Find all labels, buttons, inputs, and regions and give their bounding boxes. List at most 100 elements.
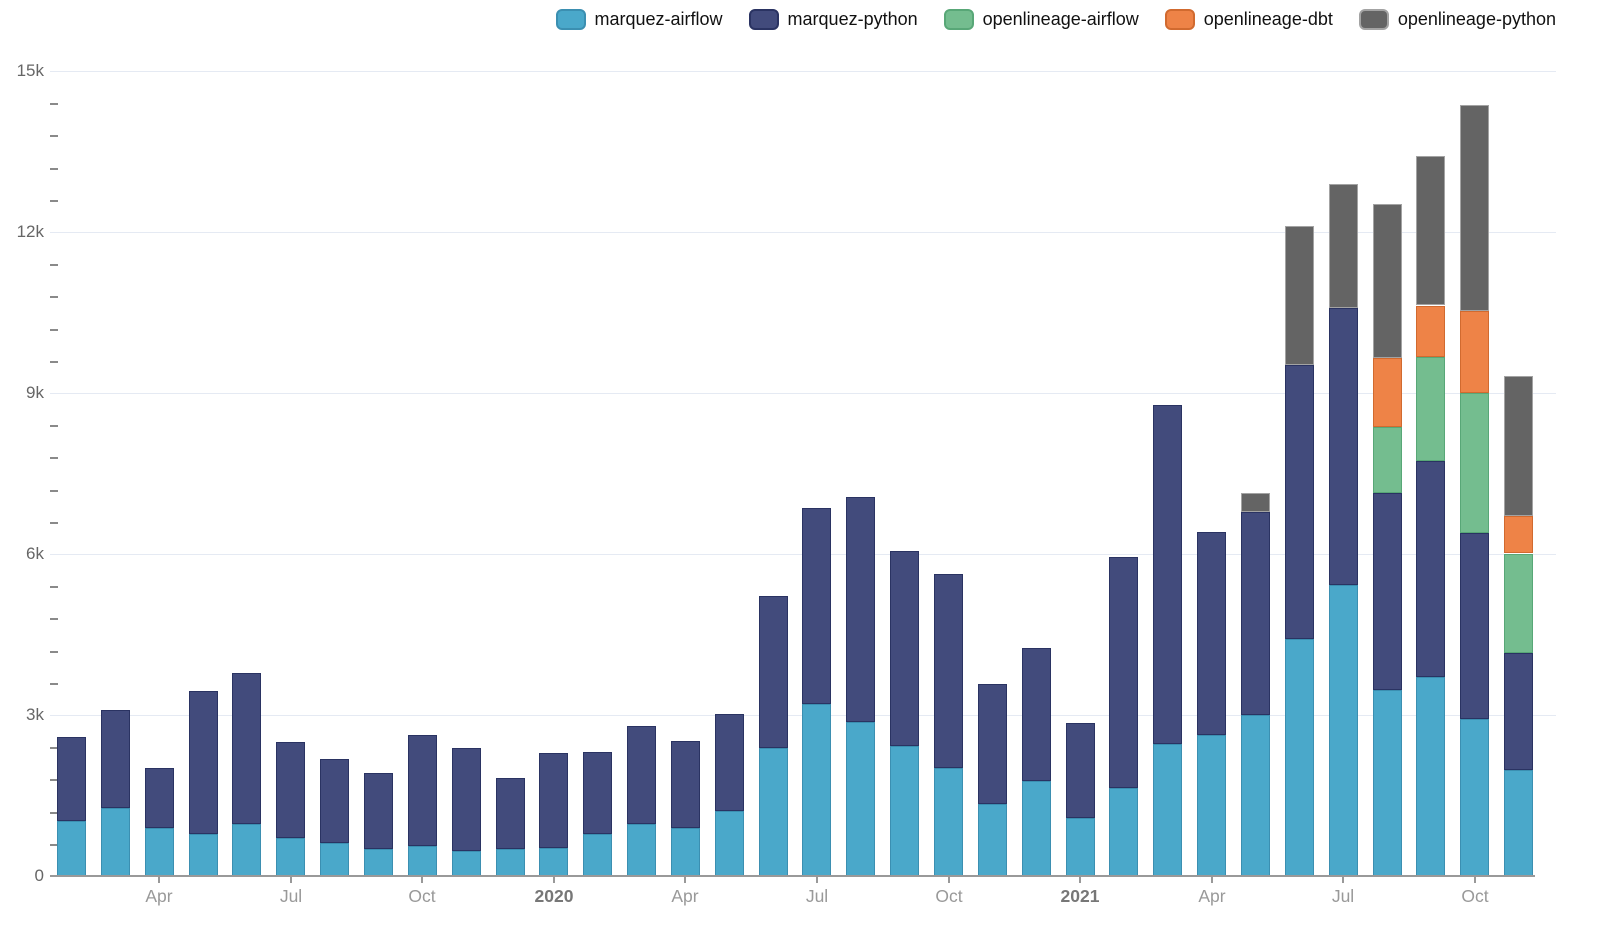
bar-segment-marquez-airflow-2021-06[interactable]: [1285, 639, 1314, 876]
bar-segment-openlineage-dbt-2021-09[interactable]: [1416, 305, 1445, 357]
bar-segment-openlineage-python-2021-09[interactable]: [1416, 156, 1445, 306]
bar-segment-marquez-python-2020-03[interactable]: [627, 726, 656, 824]
bar-segment-marquez-python-2019-04[interactable]: [145, 768, 174, 829]
legend-item-openlineage-airflow[interactable]: openlineage-airflow: [943, 9, 1139, 30]
bar-segment-marquez-python-2019-09[interactable]: [364, 773, 393, 850]
bar-segment-marquez-airflow-2020-06[interactable]: [759, 748, 788, 876]
bar-segment-marquez-python-2019-11[interactable]: [452, 748, 481, 851]
bar-segment-marquez-python-2020-04[interactable]: [671, 741, 700, 829]
y-minor-tick: [50, 618, 58, 620]
bar-segment-marquez-airflow-2019-10[interactable]: [408, 845, 437, 876]
bar-segment-openlineage-python-2021-11[interactable]: [1504, 376, 1533, 517]
bar-segment-marquez-python-2020-01[interactable]: [539, 753, 568, 849]
bar-segment-marquez-airflow-2019-11[interactable]: [452, 850, 481, 876]
bar-segment-marquez-python-2019-05[interactable]: [189, 690, 218, 835]
bar-segment-marquez-airflow-2021-09[interactable]: [1416, 676, 1445, 876]
bar-segment-marquez-airflow-2019-08[interactable]: [320, 843, 349, 876]
bar-segment-marquez-airflow-2020-01[interactable]: [539, 848, 568, 876]
bar-segment-marquez-airflow-2019-07[interactable]: [276, 837, 305, 876]
bar-segment-marquez-python-2020-07[interactable]: [802, 508, 831, 705]
bar-segment-marquez-python-2020-02[interactable]: [583, 752, 612, 835]
bar-segment-marquez-python-2019-12[interactable]: [496, 778, 525, 850]
bar-segment-marquez-airflow-2021-02[interactable]: [1109, 788, 1138, 876]
bar-segment-marquez-python-2021-01[interactable]: [1066, 723, 1095, 818]
bar-segment-marquez-airflow-2021-03[interactable]: [1153, 744, 1182, 876]
bar-segment-marquez-python-2020-10[interactable]: [934, 574, 963, 769]
bar-segment-marquez-python-2019-02[interactable]: [57, 737, 86, 822]
bar-segment-marquez-airflow-2019-05[interactable]: [189, 834, 218, 876]
bar-segment-marquez-python-2019-07[interactable]: [276, 741, 305, 838]
bar-segment-marquez-python-2020-12[interactable]: [1022, 647, 1051, 781]
bar-segment-openlineage-airflow-2021-09[interactable]: [1416, 356, 1445, 462]
bar-segment-openlineage-python-2021-10[interactable]: [1460, 105, 1489, 312]
y-axis-tick-label: 6k: [26, 544, 44, 563]
x-tick-label: Oct: [935, 886, 963, 906]
bar-segment-marquez-airflow-2020-05[interactable]: [715, 811, 744, 876]
bar-segment-openlineage-dbt-2021-11[interactable]: [1504, 516, 1533, 554]
bar-segment-marquez-python-2020-05[interactable]: [715, 713, 744, 811]
bar-segment-openlineage-python-2021-05[interactable]: [1241, 493, 1270, 513]
bar-segment-marquez-airflow-2019-09[interactable]: [364, 849, 393, 876]
bar-segment-marquez-airflow-2021-01[interactable]: [1066, 818, 1095, 876]
y-minor-tick: [50, 522, 58, 524]
legend-item-openlineage-dbt[interactable]: openlineage-dbt: [1164, 9, 1333, 30]
bar-segment-marquez-airflow-2019-06[interactable]: [232, 823, 261, 876]
bar-segment-openlineage-airflow-2021-10[interactable]: [1460, 393, 1489, 533]
bar-segment-openlineage-airflow-2021-11[interactable]: [1504, 553, 1533, 654]
bar-segment-marquez-python-2019-10[interactable]: [408, 734, 437, 846]
x-tick-mark: [158, 877, 160, 883]
bar-segment-marquez-python-2021-08[interactable]: [1373, 493, 1402, 691]
bar-segment-openlineage-python-2021-06[interactable]: [1285, 225, 1314, 365]
bar-segment-marquez-python-2021-02[interactable]: [1109, 557, 1138, 788]
bar-segment-marquez-airflow-2019-03[interactable]: [101, 807, 130, 876]
bar-segment-openlineage-python-2021-08[interactable]: [1373, 203, 1402, 358]
bar-segment-marquez-airflow-2020-12[interactable]: [1022, 781, 1051, 876]
legend-swatch-icon: [1164, 9, 1195, 30]
bar-segment-openlineage-dbt-2021-08[interactable]: [1373, 357, 1402, 428]
bar-segment-marquez-airflow-2019-02[interactable]: [57, 821, 86, 876]
bar-segment-marquez-airflow-2021-08[interactable]: [1373, 690, 1402, 876]
y-minor-tick: [50, 264, 58, 266]
bar-segment-marquez-python-2021-09[interactable]: [1416, 461, 1445, 677]
legend-label: openlineage-python: [1397, 9, 1556, 29]
bar-segment-marquez-python-2020-09[interactable]: [890, 551, 919, 747]
bar-segment-openlineage-python-2021-07[interactable]: [1329, 183, 1358, 309]
bar-segment-marquez-python-2019-06[interactable]: [232, 673, 261, 824]
bar-segment-marquez-airflow-2021-10[interactable]: [1460, 719, 1489, 876]
legend-label: openlineage-dbt: [1203, 9, 1333, 29]
bar-segment-marquez-python-2021-05[interactable]: [1241, 512, 1270, 715]
bar-segment-marquez-airflow-2021-05[interactable]: [1241, 715, 1270, 876]
bar-segment-marquez-airflow-2020-07[interactable]: [802, 704, 831, 876]
bar-segment-marquez-python-2020-06[interactable]: [759, 596, 788, 749]
bar-segment-marquez-airflow-2020-11[interactable]: [978, 804, 1007, 876]
legend-item-marquez-airflow[interactable]: marquez-airflow: [555, 9, 723, 30]
bar-segment-marquez-python-2021-11[interactable]: [1504, 653, 1533, 771]
bar-segment-marquez-python-2019-08[interactable]: [320, 759, 349, 844]
bar-segment-openlineage-dbt-2021-10[interactable]: [1460, 311, 1489, 393]
bar-segment-marquez-airflow-2019-04[interactable]: [145, 828, 174, 876]
bar-segment-marquez-airflow-2020-02[interactable]: [583, 834, 612, 876]
bar-segment-openlineage-airflow-2021-08[interactable]: [1373, 427, 1402, 494]
bar-segment-marquez-airflow-2020-08[interactable]: [846, 722, 875, 876]
legend-item-openlineage-python[interactable]: openlineage-python: [1358, 9, 1556, 30]
bar-segment-marquez-python-2021-03[interactable]: [1153, 405, 1182, 744]
legend-swatch-icon: [748, 9, 779, 30]
bar-segment-marquez-python-2021-04[interactable]: [1197, 531, 1226, 735]
y-minor-tick: [50, 296, 58, 298]
bar-segment-marquez-python-2021-07[interactable]: [1329, 308, 1358, 586]
bar-segment-marquez-airflow-2021-07[interactable]: [1329, 585, 1358, 876]
bar-segment-marquez-python-2021-06[interactable]: [1285, 364, 1314, 640]
bar-segment-marquez-python-2020-08[interactable]: [846, 497, 875, 722]
legend-item-marquez-python[interactable]: marquez-python: [748, 9, 918, 30]
legend-swatch-icon: [943, 9, 974, 30]
bar-segment-marquez-airflow-2019-12[interactable]: [496, 849, 525, 876]
bar-segment-marquez-airflow-2020-03[interactable]: [627, 823, 656, 876]
bar-segment-marquez-airflow-2021-11[interactable]: [1504, 770, 1533, 876]
bar-segment-marquez-airflow-2020-09[interactable]: [890, 746, 919, 876]
bar-segment-marquez-airflow-2020-10[interactable]: [934, 768, 963, 876]
bar-segment-marquez-python-2020-11[interactable]: [978, 683, 1007, 805]
bar-segment-marquez-python-2021-10[interactable]: [1460, 532, 1489, 720]
bar-segment-marquez-airflow-2020-04[interactable]: [671, 828, 700, 876]
bar-segment-marquez-airflow-2021-04[interactable]: [1197, 734, 1226, 876]
bar-segment-marquez-python-2019-03[interactable]: [101, 710, 130, 808]
